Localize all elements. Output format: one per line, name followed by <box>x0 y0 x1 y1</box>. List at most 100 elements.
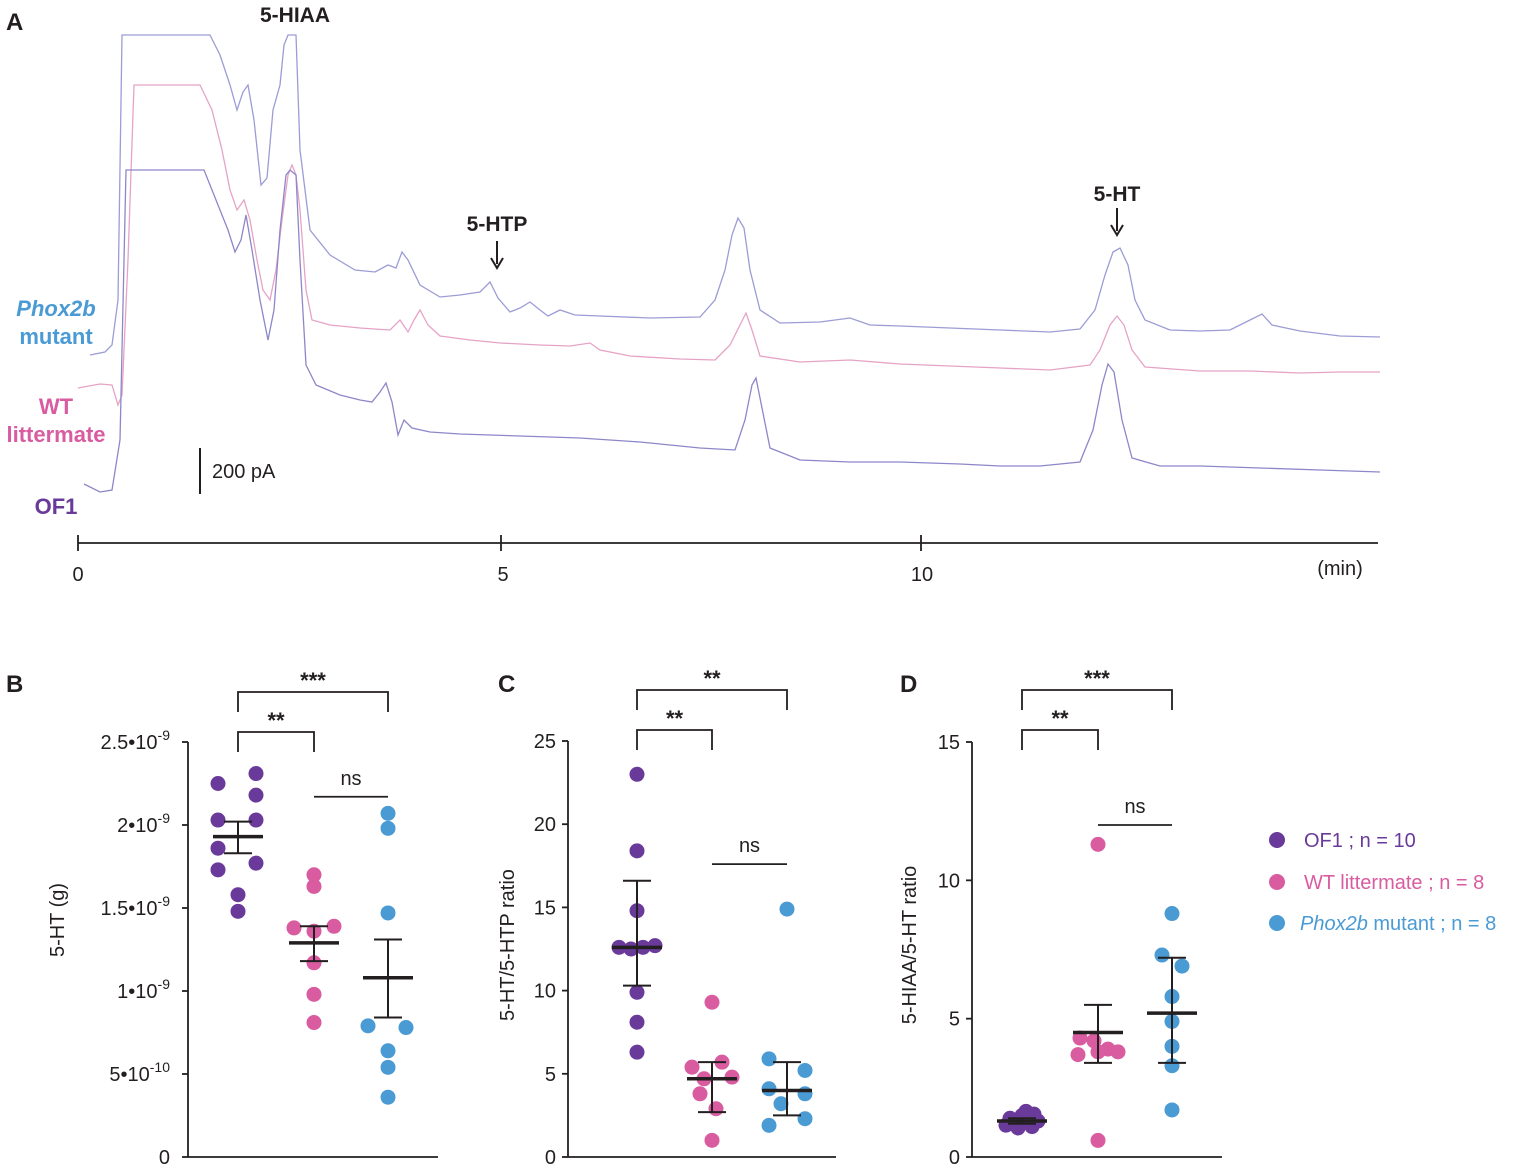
y-tick-label-b-1: 5•10-10 <box>109 1059 170 1086</box>
y-tick-label-b-2: 1•10-9 <box>117 976 170 1003</box>
sig-bracket-d-0 <box>1021 689 1173 710</box>
sig-label-b-0: *** <box>300 668 326 693</box>
point-b-phox2b-2 <box>380 905 396 921</box>
point-c-of1-0 <box>629 766 645 782</box>
point-b-of1-6 <box>248 855 264 871</box>
ns-label-c: ns <box>739 835 760 857</box>
label-5hiaa: 5-HIAA <box>260 4 330 27</box>
y-tick-label-d-2: 10 <box>938 870 960 892</box>
point-c-wt-1 <box>684 1059 700 1075</box>
point-c-phox2b-1 <box>761 1051 777 1067</box>
y-axis-label-d: 5-HIAA/5-HT ratio <box>899 866 921 1025</box>
point-d-phox2b-2 <box>1174 958 1190 974</box>
legend-item-of1: OF1 ; n = 10 <box>1269 830 1416 852</box>
point-c-wt-6 <box>708 1101 724 1117</box>
point-c-phox2b-4 <box>797 1086 813 1102</box>
point-b-phox2b-7 <box>380 1089 396 1105</box>
panel-letter-c: C <box>498 671 515 698</box>
point-d-wt-0 <box>1090 836 1106 852</box>
point-c-of1-8 <box>629 1014 645 1030</box>
time-tick-label-5: 5 <box>497 564 508 586</box>
point-c-wt-7 <box>704 1132 720 1148</box>
legend-label-phox2b-rest: mutant ; n = 8 <box>1368 913 1496 935</box>
point-b-of1-1 <box>248 766 264 782</box>
point-b-of1-0 <box>210 776 226 791</box>
point-c-phox2b-6 <box>797 1111 813 1127</box>
sig-bracket-d-1 <box>1021 729 1099 750</box>
y-tick-label-d-0: 0 <box>949 1147 960 1169</box>
point-c-phox2b-7 <box>761 1117 777 1133</box>
legend-label-phox2b-italic: Phox2b <box>1300 913 1368 935</box>
arrow-5htp-icon <box>490 241 504 270</box>
label-wt: WT <box>39 394 74 419</box>
label-5htp: 5-HTP <box>467 213 528 236</box>
point-b-wt-5 <box>306 955 322 971</box>
point-c-of1-9 <box>629 1044 645 1060</box>
ns-label-b: ns <box>340 768 361 790</box>
panel-letter-a: A <box>6 9 23 36</box>
label-phox2b: Phox2b <box>16 296 95 321</box>
legend-item-phox2b: Phox2b mutant ; n = 8 <box>1269 913 1496 935</box>
legend-label-phox2b: Phox2b mutant ; n = 8 <box>1300 913 1496 935</box>
trace-of1 <box>83 169 1381 493</box>
panel-a: A 5-HIAA 5-HTP 5-HT Phox2b mutant WT lit… <box>6 4 1381 586</box>
point-b-wt-6 <box>306 986 322 1002</box>
legend-marker-of1 <box>1269 832 1285 848</box>
point-b-phox2b-1 <box>380 820 396 836</box>
legend: OF1 ; n = 10 WT littermate ; n = 8 Phox2… <box>1269 830 1496 935</box>
y-tick-label-d-3: 15 <box>938 732 960 754</box>
point-b-of1-8 <box>230 887 246 903</box>
y-tick-label-b-0: 0 <box>159 1147 170 1169</box>
sig-label-c-0: ** <box>703 666 721 691</box>
trace-wt <box>77 84 1380 407</box>
panel-c: C 0 5 10 15 20 25 5-HT/5-HTP ratio ** ** ns <box>497 666 836 1169</box>
y-tick-label-c-3: 15 <box>534 897 556 919</box>
y-tick-label-b-3: 1.5•10-9 <box>100 893 170 920</box>
ns-label-d: ns <box>1124 796 1145 818</box>
y-tick-label-b-5: 2.5•10-9 <box>100 727 170 754</box>
legend-marker-wt <box>1269 874 1285 890</box>
point-b-phox2b-4 <box>398 1020 414 1036</box>
point-b-phox2b-5 <box>380 1043 396 1059</box>
point-d-wt-7 <box>1090 1132 1106 1148</box>
point-d-of1-7 <box>1018 1103 1034 1119</box>
point-b-phox2b-0 <box>380 805 396 821</box>
y-tick-label-c-1: 5 <box>545 1064 556 1086</box>
time-axis: 0 5 10 (min) <box>72 535 1378 586</box>
point-c-phox2b-0 <box>779 901 795 917</box>
label-5ht: 5-HT <box>1094 183 1141 206</box>
point-b-wt-2 <box>286 920 302 936</box>
y-tick-label-d-1: 5 <box>949 1009 960 1031</box>
point-b-wt-3 <box>326 918 342 934</box>
y-tick-label-c-4: 20 <box>534 814 556 836</box>
y-tick-label-c-5: 25 <box>534 731 556 753</box>
sig-bracket-b-1 <box>237 731 315 752</box>
point-c-wt-0 <box>704 994 720 1010</box>
trace-phox2b <box>89 34 1381 356</box>
point-b-phox2b-6 <box>380 1059 396 1075</box>
point-b-of1-7 <box>210 862 226 878</box>
y-axis-label-b: 5-HT (g) <box>47 883 69 957</box>
label-mutant: mutant <box>19 324 93 349</box>
point-c-phox2b-5 <box>773 1096 789 1112</box>
sig-label-d-1: ** <box>1051 706 1069 731</box>
panel-letter-b: B <box>6 671 23 698</box>
time-axis-unit: (min) <box>1317 558 1363 580</box>
label-of1: OF1 <box>35 494 78 519</box>
scale-bar-label: 200 pA <box>212 461 276 483</box>
point-b-wt-1 <box>306 878 322 894</box>
point-d-phox2b-1 <box>1154 947 1170 963</box>
y-tick-label-c-2: 10 <box>534 981 556 1003</box>
panel-b: B 0 5•10-10 1•10-9 1.5•10-9 2•10-9 2.5•10-9 5-… <box>6 668 438 1169</box>
point-d-wt-1 <box>1072 1030 1088 1046</box>
label-littermate: littermate <box>6 422 105 447</box>
sig-label-c-1: ** <box>666 706 684 731</box>
point-d-phox2b-0 <box>1164 906 1180 922</box>
sig-bracket-c-0 <box>636 689 788 710</box>
point-c-of1-1 <box>629 843 645 859</box>
point-b-of1-3 <box>210 812 226 828</box>
point-d-wt-4 <box>1110 1044 1126 1060</box>
legend-label-of1: OF1 ; n = 10 <box>1304 830 1416 852</box>
